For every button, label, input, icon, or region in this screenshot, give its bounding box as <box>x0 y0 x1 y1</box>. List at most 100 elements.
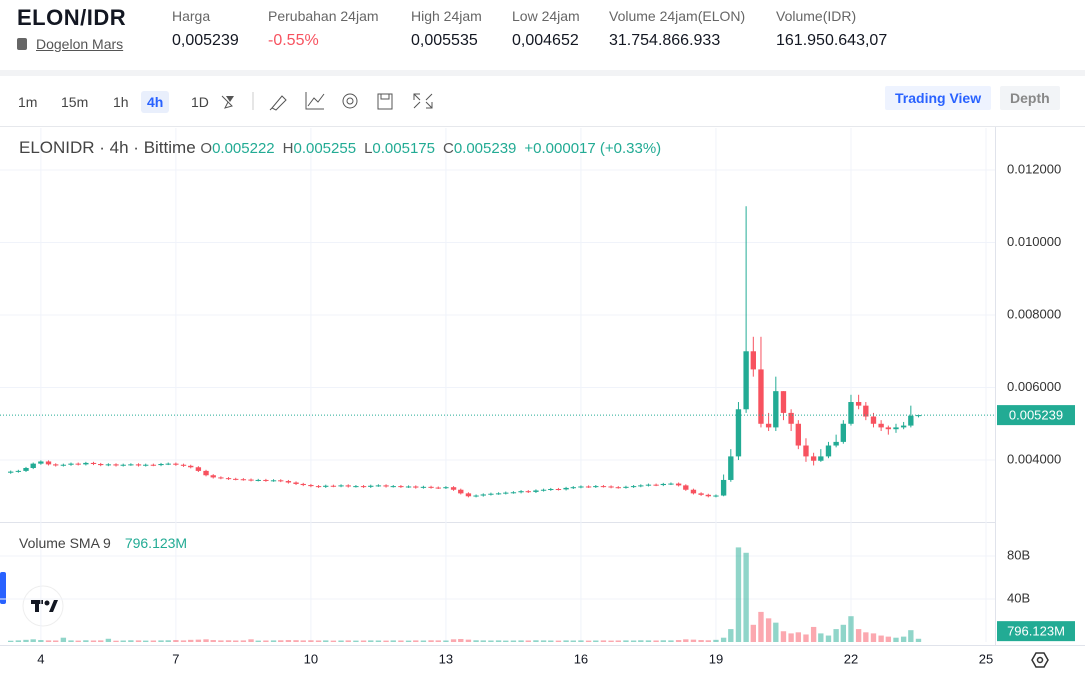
volume-bar <box>758 611 764 642</box>
volume-bar <box>510 640 517 642</box>
interval-button[interactable]: 1h <box>113 94 129 110</box>
candle-body <box>608 486 614 488</box>
candle-body <box>878 423 884 428</box>
interval-button[interactable]: 1D <box>191 94 209 110</box>
y-tick-label: 0.010000 <box>1007 234 1061 249</box>
candle-body <box>45 461 52 465</box>
interval-button[interactable]: 15m <box>61 94 89 110</box>
candle-body <box>563 487 569 490</box>
y-tick-label: 0.008000 <box>1007 306 1061 321</box>
volume-bar <box>570 640 576 642</box>
view-tab[interactable]: Trading View <box>885 86 992 110</box>
candle-body <box>518 491 524 493</box>
volume-bar <box>135 640 142 642</box>
dropdown-arrow[interactable] <box>226 96 234 102</box>
volume-bar <box>578 640 584 642</box>
indicator-icon[interactable] <box>305 92 325 110</box>
candle-body <box>840 423 847 442</box>
save-icon[interactable] <box>377 93 393 110</box>
x-tick-label: 16 <box>574 651 588 666</box>
candle-body <box>330 485 337 487</box>
volume-bar <box>443 640 449 642</box>
candle-body <box>180 464 187 466</box>
separator <box>0 70 1085 76</box>
volume-bar <box>165 640 171 642</box>
candle-body <box>315 486 322 488</box>
volume-bar <box>368 640 374 642</box>
candle-body <box>105 464 112 466</box>
volume-bar <box>450 639 457 642</box>
x-tick-label: 4 <box>37 651 44 666</box>
volume-bar <box>270 640 277 642</box>
grid <box>0 128 995 642</box>
ohlc-value: 0.005255 <box>293 140 357 157</box>
toolbar-icons <box>221 92 433 111</box>
candle-body <box>848 402 854 424</box>
volume-bar <box>188 639 194 642</box>
stat-value: 0,005239 <box>172 32 239 49</box>
candle-body <box>23 467 29 471</box>
dropdown[interactable] <box>221 95 233 109</box>
volume-bar <box>353 640 359 642</box>
volume-bar <box>120 640 126 642</box>
volume-bar <box>30 639 36 642</box>
side-handle[interactable] <box>0 572 6 604</box>
volume-bar <box>308 640 314 642</box>
coin-link[interactable]: Dogelon Mars <box>17 36 123 52</box>
volume-bar <box>330 640 337 642</box>
volume-bar <box>105 638 112 642</box>
volume-bar <box>825 635 832 642</box>
candle-body <box>780 391 787 413</box>
candle-body <box>120 464 126 466</box>
volume-bar <box>405 640 412 642</box>
ohlc-letter: H <box>282 140 294 157</box>
candle-body <box>690 489 697 494</box>
volume-bar <box>173 640 179 642</box>
volume-bar <box>203 639 209 642</box>
volume-sma-label: 796.123M <box>1007 624 1065 639</box>
view-tab[interactable]: Depth <box>1000 86 1060 110</box>
candle-body <box>630 486 637 488</box>
stat-label: Harga <box>172 8 211 24</box>
candle-body <box>548 489 554 491</box>
volume-bar <box>285 640 292 642</box>
candle-body <box>225 478 232 480</box>
volume-bar <box>345 640 351 642</box>
candle-body <box>645 484 652 486</box>
fullscreen-icon[interactable] <box>413 93 433 109</box>
candle-body <box>375 485 382 487</box>
y-tick-label: 0.004000 <box>1007 451 1061 466</box>
volume-bar <box>683 639 689 642</box>
volume-bar <box>525 640 531 642</box>
settings-icon[interactable] <box>1031 652 1049 668</box>
settings-icon[interactable] <box>342 93 358 109</box>
candle-body <box>113 464 119 466</box>
volume-bar <box>893 637 899 642</box>
volume-bar <box>278 640 284 642</box>
volume-bar <box>810 626 817 642</box>
volume-bar <box>338 640 344 642</box>
stat-value: -0.55% <box>268 32 319 49</box>
last-price-box <box>997 405 1075 426</box>
volume-bar <box>68 640 74 642</box>
volume-bar <box>473 640 479 642</box>
volume-bar <box>503 640 509 642</box>
volume-bar <box>608 640 614 642</box>
stat-value: 0,005535 <box>411 32 478 49</box>
interval-button[interactable]: 4h <box>141 91 170 113</box>
volume-bar <box>225 640 232 642</box>
draw-icon[interactable] <box>269 95 287 111</box>
candle-body <box>555 489 562 491</box>
volume-bar <box>420 640 427 642</box>
candle-body <box>765 423 772 428</box>
volume-bar <box>113 640 119 642</box>
candle-body <box>720 479 727 496</box>
candle-body <box>83 462 89 465</box>
volume-bar <box>465 639 472 642</box>
volume-label: Volume SMA 9 <box>19 535 111 551</box>
volume-bar <box>690 639 697 642</box>
volume-bar <box>668 640 674 642</box>
candle-body <box>308 485 314 487</box>
interval-button[interactable]: 1m <box>18 94 38 110</box>
volume-bar <box>390 640 396 642</box>
